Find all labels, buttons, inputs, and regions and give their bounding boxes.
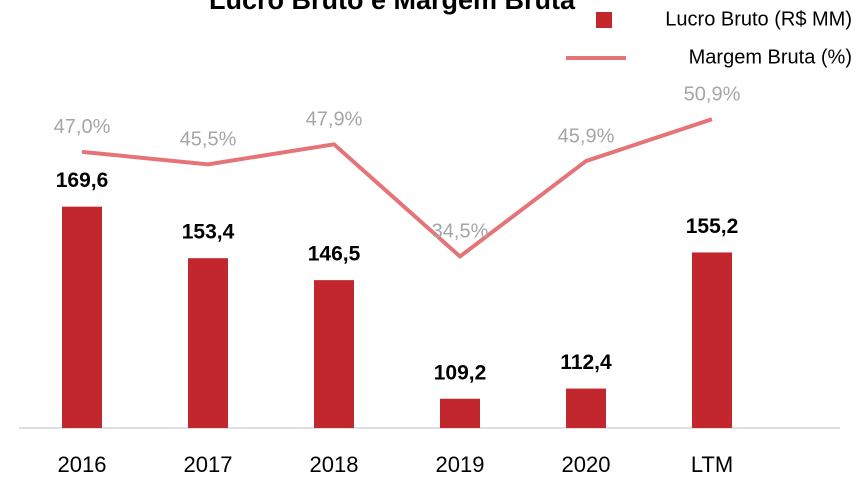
line-value-label: 47,0% <box>54 116 111 138</box>
x-tick-label: 2016 <box>58 452 107 477</box>
x-tick-label: 2018 <box>310 452 359 477</box>
x-tick-label: 2017 <box>184 452 233 477</box>
bar-value-label: 153,4 <box>182 221 235 244</box>
bar-value-label: 109,2 <box>434 361 487 384</box>
bar <box>566 388 606 428</box>
legend-label: Lucro Bruto (R$ MM) <box>665 8 852 30</box>
x-tick-label: LTM <box>691 452 733 477</box>
bar <box>692 252 732 428</box>
line <box>81 117 713 259</box>
chart-title: Lucro Bruto e Margem Bruta <box>209 0 576 15</box>
x-tick-label: 2020 <box>562 452 611 477</box>
x-tick-label: 2019 <box>436 452 485 477</box>
line-value-label: 45,9% <box>558 125 615 147</box>
legend-swatch <box>596 12 612 28</box>
bar <box>62 206 102 428</box>
legend-label: Margem Bruta (%) <box>689 46 852 68</box>
line-value-label: 47,9% <box>306 109 363 131</box>
bar-value-label: 112,4 <box>560 351 612 374</box>
bar-value-label: 155,2 <box>686 215 739 238</box>
line-value-label: 34,5% <box>432 221 489 243</box>
bar <box>314 280 354 428</box>
bar <box>440 398 480 428</box>
bar-value-label: 169,6 <box>56 169 109 192</box>
line-value-label: 45,5% <box>180 129 237 151</box>
line-value-label: 50,9% <box>684 83 741 105</box>
bar-value-label: 146,5 <box>308 243 361 266</box>
bar <box>188 258 228 428</box>
